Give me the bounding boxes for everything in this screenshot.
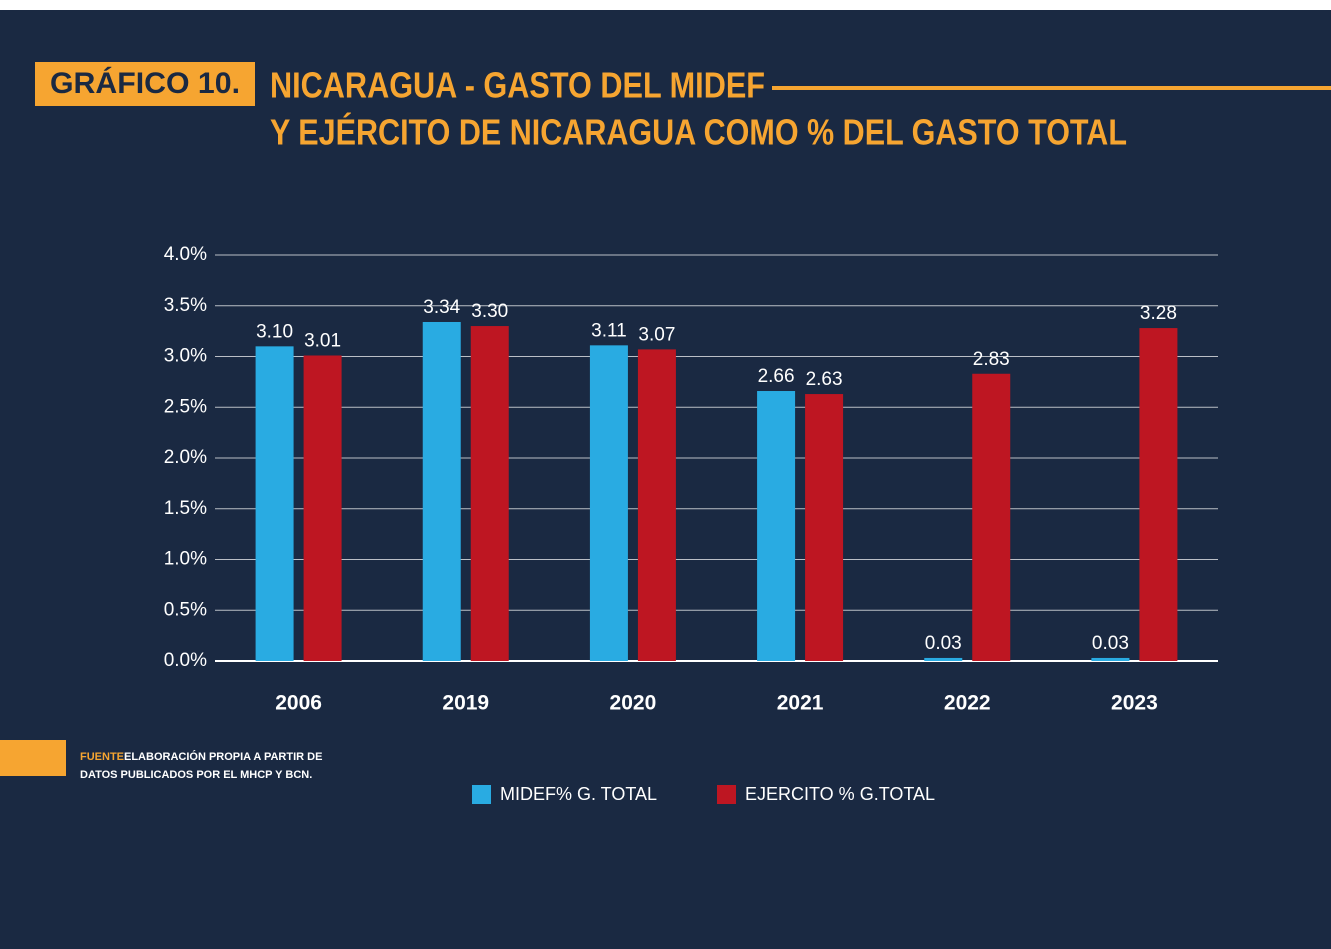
bar [470, 326, 509, 661]
bar [805, 394, 844, 661]
value-label: 3.07 [638, 324, 675, 345]
x-tick-label: 2022 [944, 692, 991, 715]
source-box [0, 740, 66, 776]
y-tick-label: 2.0% [164, 447, 207, 468]
y-tick-label: 3.0% [164, 346, 207, 367]
bar [589, 345, 628, 661]
source: ELABORACIÓN PROPIA A PARTIR DE [124, 750, 322, 763]
value-label: 3.28 [1140, 303, 1177, 324]
bar [924, 657, 963, 661]
y-tick-label: 0.0% [164, 650, 207, 671]
chart-title: NICARAGUA - GASTO DEL MIDEF [270, 65, 765, 106]
value-label: 3.01 [304, 331, 341, 352]
source: DATOS PUBLICADOS POR EL MHCP Y BCN. [80, 769, 312, 781]
badge: GRÁFICO 10. [50, 66, 240, 100]
value-label: 3.30 [471, 301, 508, 322]
x-tick-label: 2021 [777, 692, 824, 715]
value-label: 3.34 [423, 297, 460, 318]
value-label: 3.10 [256, 321, 293, 342]
top-strip [0, 0, 1331, 10]
y-tick-label: 0.5% [164, 599, 207, 620]
value-label: 0.03 [925, 633, 962, 654]
legend-swatch [472, 785, 491, 804]
bar [637, 349, 676, 661]
bar [972, 373, 1011, 661]
y-tick-label: 4.0% [164, 244, 207, 265]
x-tick-label: 2019 [442, 692, 489, 715]
y-tick-label: 2.5% [164, 396, 207, 417]
y-tick-label: 3.5% [164, 295, 207, 316]
legend-label: MIDEF% G. TOTAL [500, 784, 657, 804]
source-label: FUENTE: [80, 751, 128, 763]
bar [422, 321, 461, 661]
x-tick-label: 2023 [1111, 692, 1158, 715]
value-label: 2.66 [758, 366, 795, 387]
chart-title: Y EJÉRCITO DE NICARAGUA COMO % DEL GASTO… [270, 112, 1127, 153]
badge-box [35, 62, 255, 106]
bar [255, 346, 294, 661]
value-label: 2.63 [806, 369, 843, 390]
value-label: 3.11 [591, 320, 627, 341]
value-label: 0.03 [1092, 633, 1129, 654]
y-tick-label: 1.5% [164, 498, 207, 519]
x-tick-label: 2006 [275, 692, 322, 715]
bar [303, 355, 342, 661]
bar [1139, 328, 1178, 661]
bar [757, 391, 796, 661]
x-tick-label: 2020 [610, 692, 657, 715]
bar [1091, 657, 1130, 661]
value-label: 2.83 [973, 349, 1010, 370]
legend-label: EJERCITO % G.TOTAL [745, 784, 935, 804]
y-tick-label: 1.0% [164, 549, 207, 570]
legend-swatch [717, 785, 736, 804]
